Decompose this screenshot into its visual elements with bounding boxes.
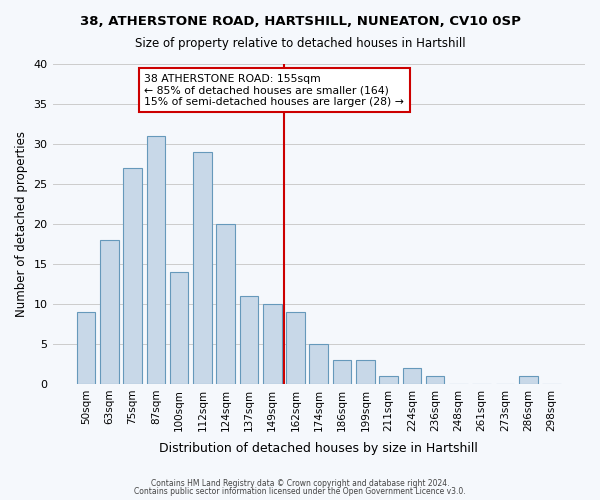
Bar — [77, 312, 95, 384]
Text: 38 ATHERSTONE ROAD: 155sqm
← 85% of detached houses are smaller (164)
15% of sem: 38 ATHERSTONE ROAD: 155sqm ← 85% of deta… — [144, 74, 404, 107]
Bar — [519, 376, 538, 384]
X-axis label: Distribution of detached houses by size in Hartshill: Distribution of detached houses by size … — [160, 442, 478, 455]
Bar — [217, 224, 235, 384]
Bar — [170, 272, 188, 384]
Bar — [426, 376, 445, 384]
Y-axis label: Number of detached properties: Number of detached properties — [15, 131, 28, 317]
Text: Contains HM Land Registry data © Crown copyright and database right 2024.: Contains HM Land Registry data © Crown c… — [151, 478, 449, 488]
Bar — [286, 312, 305, 384]
Bar — [100, 240, 119, 384]
Bar — [146, 136, 165, 384]
Bar — [356, 360, 374, 384]
Bar — [263, 304, 281, 384]
Text: Size of property relative to detached houses in Hartshill: Size of property relative to detached ho… — [134, 38, 466, 51]
Text: 38, ATHERSTONE ROAD, HARTSHILL, NUNEATON, CV10 0SP: 38, ATHERSTONE ROAD, HARTSHILL, NUNEATON… — [80, 15, 520, 28]
Bar — [239, 296, 258, 384]
Text: Contains public sector information licensed under the Open Government Licence v3: Contains public sector information licen… — [134, 487, 466, 496]
Bar — [310, 344, 328, 384]
Bar — [379, 376, 398, 384]
Bar — [333, 360, 352, 384]
Bar — [193, 152, 212, 384]
Bar — [403, 368, 421, 384]
Bar — [123, 168, 142, 384]
